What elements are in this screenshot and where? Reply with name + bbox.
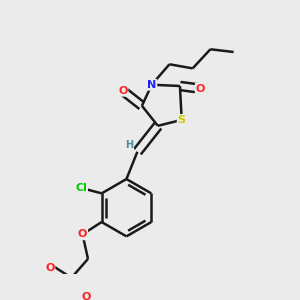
Text: O: O [196,84,205,94]
Text: O: O [78,229,87,239]
Text: O: O [45,263,55,273]
Text: O: O [82,292,91,300]
Text: O: O [118,86,128,96]
Text: S: S [178,115,186,125]
Text: Cl: Cl [75,183,87,193]
Text: N: N [147,80,156,90]
Text: H: H [125,140,133,150]
